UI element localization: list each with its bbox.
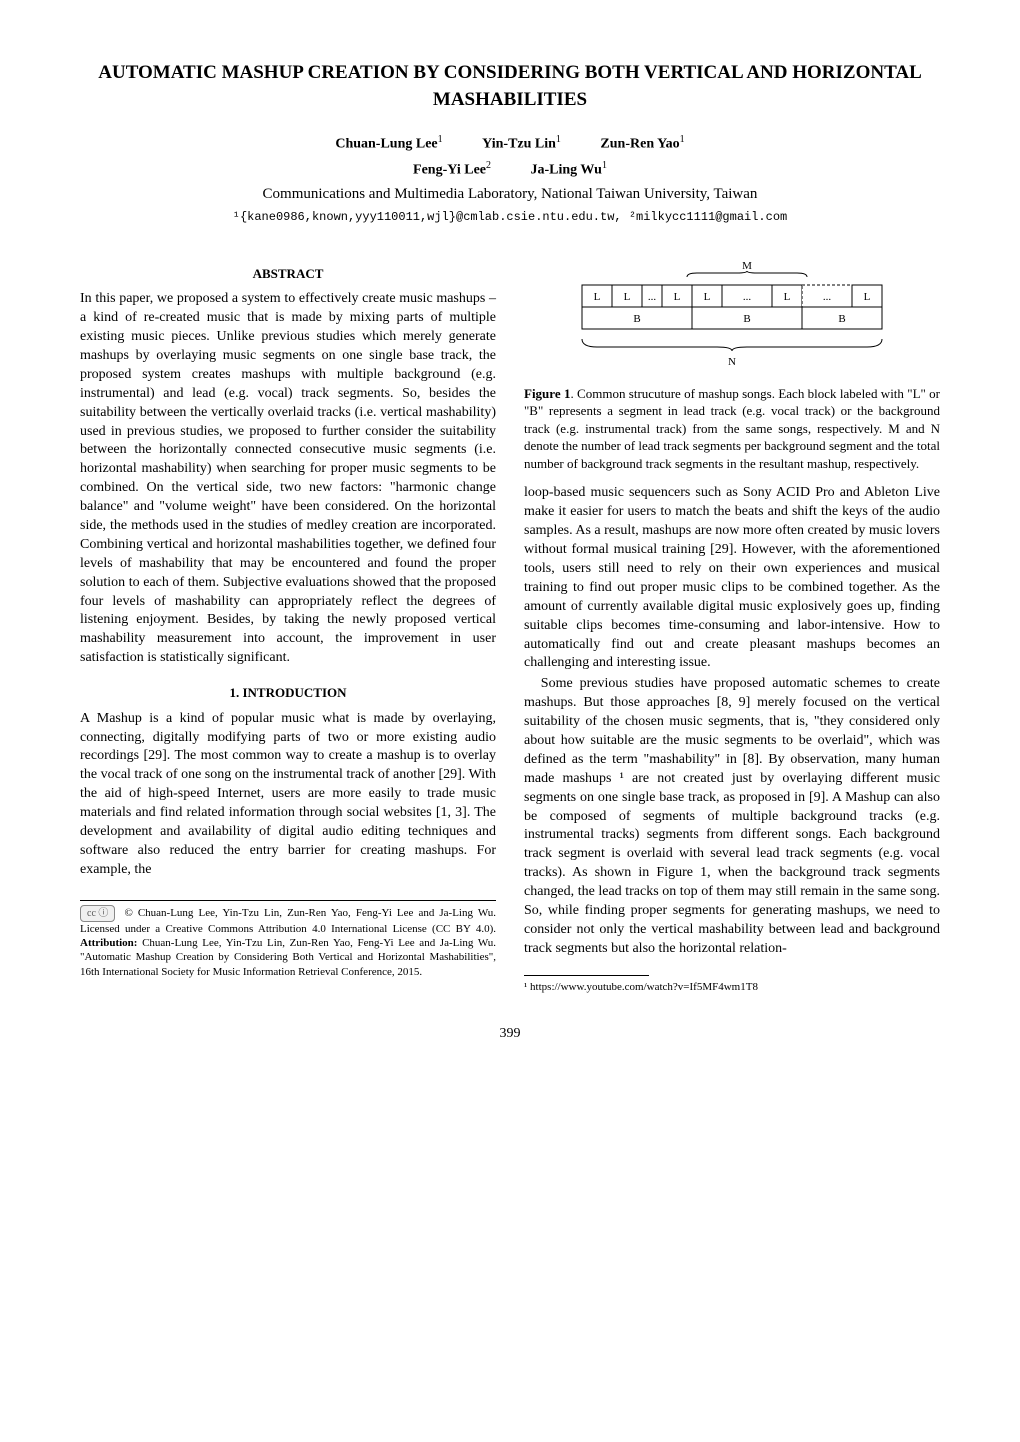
footnote-separator [524,975,649,976]
authors-row-1: Chuan-Lung Lee1 Yin-Tzu Lin1 Zun-Ren Yao… [80,133,940,155]
n-label: N [728,356,736,368]
authors-row-2: Feng-Yi Lee2 Ja-Ling Wu1 [80,159,940,181]
b-text: B [633,313,640,325]
paper-title: AUTOMATIC MASHUP CREATION BY CONSIDERING… [80,60,940,113]
figure-1-caption-text: . Common strucuture of mashup songs. Eac… [524,386,940,471]
author-2-sup: 1 [556,134,561,145]
l-text: L [864,291,871,303]
introduction-heading: 1. INTRODUCTION [80,684,496,702]
dots-text: ... [743,291,752,303]
figure-1-label: Figure 1 [524,386,570,401]
author-2-name: Yin-Tzu Lin [482,137,556,152]
abstract-body: In this paper, we proposed a system to e… [80,290,496,668]
right-paragraph-2: Some previous studies have proposed auto… [524,675,940,958]
author-1-name: Chuan-Lung Lee [335,137,437,152]
author-5-sup: 1 [602,160,607,171]
top-row: L L ... L L ... L ... [582,285,882,307]
b-text: B [838,313,845,325]
l-text: L [594,291,601,303]
author-2: Yin-Tzu Lin1 [482,133,561,155]
l-text: L [784,291,791,303]
author-1-sup: 1 [438,134,443,145]
footnote-1: ¹ https://www.youtube.com/watch?v=If5MF4… [524,980,940,995]
author-5: Ja-Ling Wu1 [531,159,607,181]
abstract-heading: ABSTRACT [80,265,496,283]
m-brace [687,271,807,277]
right-column: M L L ... L L . [524,249,940,995]
license-text: © Chuan-Lung Lee, Yin-Tzu Lin, Zun-Ren Y… [80,907,496,935]
b-text: B [743,313,750,325]
author-1: Chuan-Lung Lee1 [335,133,442,155]
left-column: ABSTRACT In this paper, we proposed a sy… [80,249,496,995]
license-box: cc ⓘ © Chuan-Lung Lee, Yin-Tzu Lin, Zun-… [80,900,496,979]
dots-text: ... [648,291,657,303]
l-text: L [674,291,681,303]
author-3-name: Zun-Ren Yao [600,137,679,152]
right-paragraph-1: loop-based music sequencers such as Sony… [524,484,940,673]
affiliation: Communications and Multimedia Laboratory… [80,184,940,204]
figure-1-caption: Figure 1. Common strucuture of mashup so… [524,385,940,473]
l-text: L [624,291,631,303]
m-label: M [742,260,752,272]
two-column-layout: ABSTRACT In this paper, we proposed a sy… [80,249,940,995]
author-4: Feng-Yi Lee2 [413,159,491,181]
page-number: 399 [80,1025,940,1044]
attribution-label: Attribution: [80,937,137,949]
n-brace [582,339,882,351]
cc-icon: cc ⓘ [80,905,115,922]
attribution-text: Chuan-Lung Lee, Yin-Tzu Lin, Zun-Ren Yao… [80,937,496,978]
figure-1: M L L ... L L . [524,257,940,473]
l-text: L [704,291,711,303]
intro-paragraph-1: A Mashup is a kind of popular music what… [80,710,496,880]
bottom-row: B B B [582,307,882,329]
author-4-name: Feng-Yi Lee [413,162,486,177]
page: AUTOMATIC MASHUP CREATION BY CONSIDERING… [0,0,1020,1083]
author-4-sup: 2 [486,160,491,171]
author-3-sup: 1 [680,134,685,145]
emails: ¹{kane0986,known,yyy110011,wjl}@cmlab.cs… [80,209,940,225]
figure-1-diagram: M L L ... L L . [552,257,912,377]
author-5-name: Ja-Ling Wu [531,162,602,177]
author-3: Zun-Ren Yao1 [600,133,684,155]
dots-text: ... [823,291,832,303]
